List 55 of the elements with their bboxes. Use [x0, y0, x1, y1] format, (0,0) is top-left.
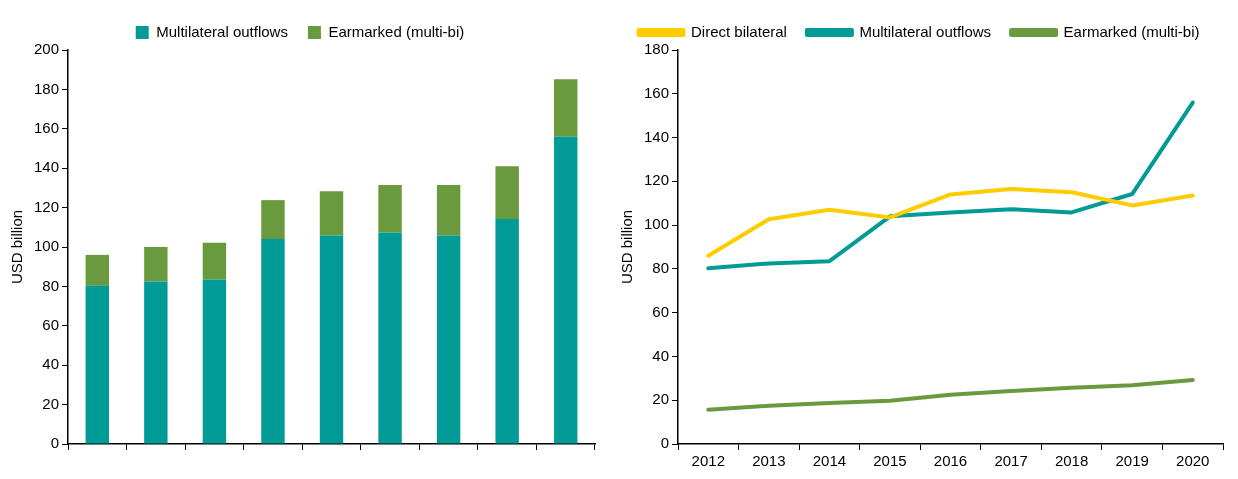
- y-tick-label: 180: [34, 79, 60, 97]
- x-tick-label: 2019: [1115, 452, 1149, 470]
- x-tick-label: 2016: [933, 452, 968, 470]
- y-axis-title: USD billion: [8, 209, 26, 285]
- y-tick-label: 0: [660, 434, 670, 452]
- bar: [144, 247, 168, 282]
- legend-label: Multilateral outflows: [156, 22, 288, 40]
- bar: [495, 166, 519, 220]
- x-tick-label: 2012: [691, 452, 725, 470]
- y-tick-label: 200: [34, 40, 60, 58]
- x-tick-label: 2017: [994, 452, 1028, 470]
- bar: [202, 279, 227, 444]
- bar: [319, 235, 344, 444]
- bar: [261, 239, 285, 444]
- y-tick-label: 140: [34, 158, 60, 176]
- y-tick-label: 20: [42, 394, 60, 412]
- legend-label: Multilateral outflows: [859, 22, 992, 40]
- y-tick-label: 80: [42, 276, 60, 294]
- bar: [495, 219, 519, 444]
- y-tick-label: 20: [652, 390, 670, 408]
- y-tick-label: 0: [50, 434, 60, 452]
- y-tick-label: 120: [644, 171, 670, 189]
- y-tick-label: 60: [652, 302, 670, 320]
- x-tick-label: 2014: [812, 452, 847, 470]
- legend-label: Direct bilateral: [691, 22, 787, 40]
- bar: [436, 235, 461, 444]
- bar: [202, 242, 227, 280]
- y-tick-label: 100: [644, 215, 670, 233]
- bar: [554, 136, 578, 444]
- y-tick-label: 180: [644, 40, 670, 58]
- x-tick-label: 2018: [1054, 452, 1089, 470]
- bar: [378, 184, 402, 233]
- y-tick-label: 40: [42, 355, 60, 373]
- x-tick-label: 2013: [752, 452, 786, 470]
- y-tick-label: 40: [652, 346, 670, 364]
- y-tick-label: 80: [652, 259, 670, 277]
- bar: [436, 184, 461, 236]
- y-axis-title: USD billion: [618, 209, 636, 285]
- legend-label: Earmarked (multi-bi): [1063, 22, 1200, 40]
- bar: [378, 232, 402, 444]
- y-tick-label: 120: [34, 197, 60, 215]
- y-tick-label: 140: [644, 127, 670, 145]
- y-tick-label: 100: [34, 237, 60, 255]
- legend-label: Earmarked (multi-bi): [328, 22, 465, 40]
- y-tick-label: 160: [644, 83, 670, 101]
- x-tick-label: 2015: [873, 452, 907, 470]
- bar: [144, 281, 168, 444]
- x-tick-label: 2020: [1176, 452, 1210, 470]
- bar: [261, 200, 285, 240]
- y-tick-label: 60: [42, 315, 60, 333]
- bar: [85, 285, 110, 444]
- bar: [319, 191, 344, 236]
- y-tick-label: 160: [34, 118, 60, 136]
- bar: [554, 79, 578, 137]
- bar: [85, 254, 110, 286]
